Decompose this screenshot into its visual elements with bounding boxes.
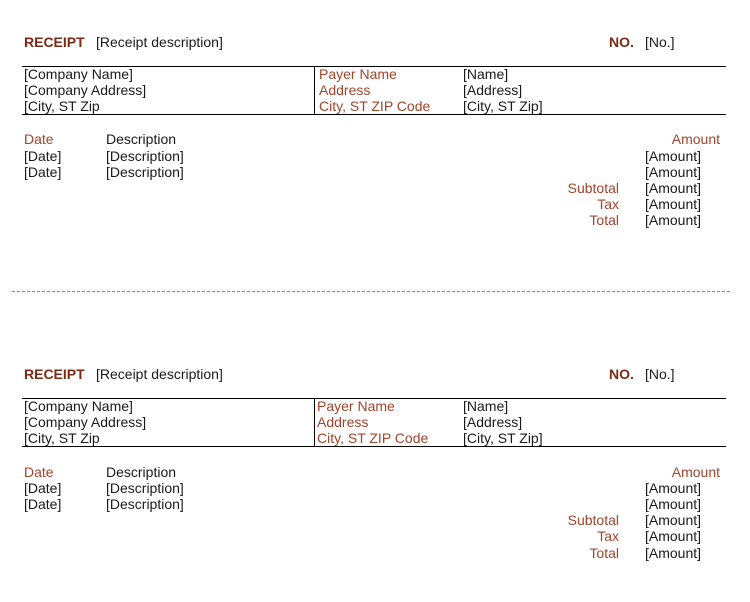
tax-label: Tax <box>597 528 619 544</box>
subtotal-label: Subtotal <box>567 512 619 528</box>
company-address: [Company Address] <box>24 82 147 98</box>
payer-name: [Name] <box>463 66 509 82</box>
subtotal-label: Subtotal <box>567 180 619 196</box>
payer-name-label: Payer Name <box>317 398 395 414</box>
description-column-header: Description <box>106 464 177 480</box>
header-top-rule <box>22 398 726 399</box>
amount-column-header: Amount <box>671 131 720 147</box>
receipt-number: [No.] <box>645 366 675 382</box>
payer-address-label: Address <box>319 82 371 98</box>
total-amount: [Amount] <box>645 212 702 228</box>
header-top-rule <box>22 66 726 67</box>
item-date: [Date] <box>24 148 62 164</box>
payer-address: [Address] <box>463 414 523 430</box>
payer-city-label: City, ST ZIP Code <box>317 430 429 446</box>
company-address: [Company Address] <box>24 414 147 430</box>
item-amount: [Amount] <box>645 148 702 164</box>
item-description: [Description] <box>106 164 184 180</box>
item-description: [Description] <box>106 148 184 164</box>
payer-city: [City, ST Zip] <box>463 98 543 114</box>
company-name: [Company Name] <box>24 398 133 414</box>
date-column-header: Date <box>24 464 54 480</box>
item-amount: [Amount] <box>645 180 702 196</box>
company-city: [City, ST Zip <box>24 430 100 446</box>
receipt-number-label: NO. <box>609 366 634 382</box>
item-description: [Description] <box>106 480 184 496</box>
item-amount: [Amount] <box>645 496 702 512</box>
item-description: [Description] <box>106 496 184 512</box>
total-label: Total <box>589 212 619 228</box>
header-bottom-rule <box>22 114 726 115</box>
item-amount: [Amount] <box>645 164 702 180</box>
company-city: [City, ST Zip <box>24 98 100 114</box>
subtotal-amount: [Amount] <box>645 512 702 528</box>
payer-city-label: City, ST ZIP Code <box>319 98 431 114</box>
total-amount: [Amount] <box>645 545 702 561</box>
receipt-number-label: NO. <box>609 34 634 50</box>
receipt-description: [Receipt description] <box>96 34 223 50</box>
tax-amount: [Amount] <box>645 196 702 212</box>
payer-address-label: Address <box>317 414 369 430</box>
receipt-number: [No.] <box>645 34 675 50</box>
cut-line <box>12 291 730 292</box>
receipt: RECEIPT [Receipt description] NO. [No.] … <box>0 0 750 260</box>
payer-name: [Name] <box>463 398 509 414</box>
payer-name-label: Payer Name <box>319 66 397 82</box>
company-name: [Company Name] <box>24 66 133 82</box>
tax-amount: [Amount] <box>645 528 702 544</box>
header-divider <box>314 66 315 114</box>
header-divider <box>314 398 315 446</box>
description-column-header: Description <box>106 131 177 147</box>
receipt-title: RECEIPT <box>24 366 85 382</box>
receipt: RECEIPT [Receipt description] NO. [No.] … <box>0 332 750 592</box>
item-amount: [Amount] <box>645 480 702 496</box>
tax-label: Tax <box>597 196 619 212</box>
item-date: [Date] <box>24 496 62 512</box>
item-date: [Date] <box>24 480 62 496</box>
total-label: Total <box>589 545 619 561</box>
payer-address: [Address] <box>463 82 523 98</box>
item-date: [Date] <box>24 164 62 180</box>
receipt-title: RECEIPT <box>24 34 85 50</box>
payer-city: [City, ST Zip] <box>463 430 543 446</box>
date-column-header: Date <box>24 131 54 147</box>
header-bottom-rule <box>22 446 726 447</box>
amount-column-header: Amount <box>671 464 720 480</box>
receipt-description: [Receipt description] <box>96 366 223 382</box>
